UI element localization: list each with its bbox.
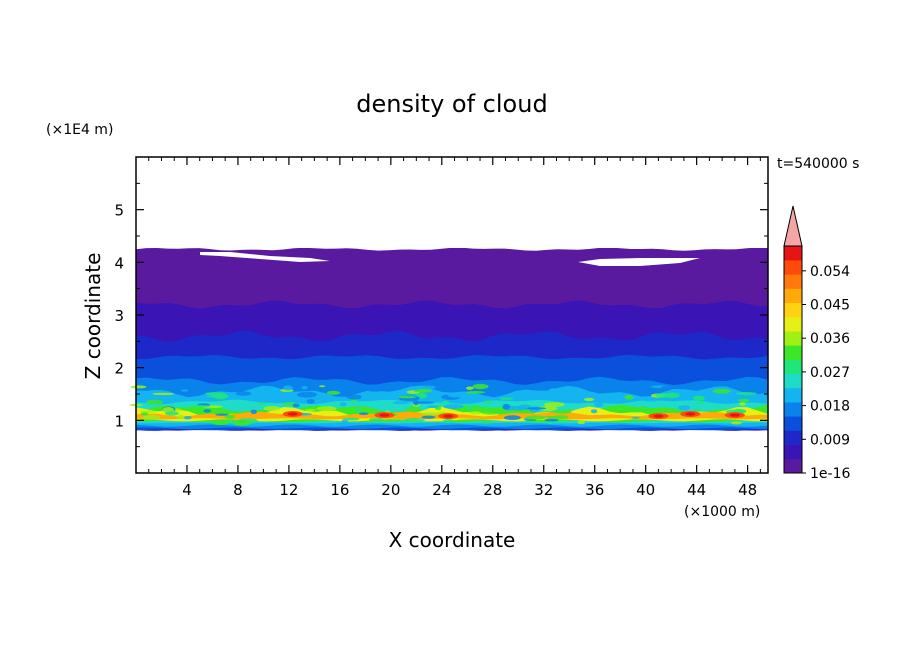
colorbar-label-1: 0.009 bbox=[810, 432, 850, 448]
x-tick-label-5: 24 bbox=[432, 481, 451, 499]
colorbar-label-4: 0.036 bbox=[810, 331, 850, 347]
y-tick-label-0: 1 bbox=[114, 412, 124, 430]
colorbar: 1e-16 0.009 0.018 0.027 0.036 0.045 0.054 bbox=[783, 205, 850, 482]
x-tick-label-7: 32 bbox=[534, 481, 553, 499]
x-tick-label-4: 20 bbox=[381, 481, 400, 499]
colorbar-label-3: 0.027 bbox=[810, 365, 850, 381]
y-tick-label-3: 4 bbox=[114, 254, 124, 272]
colorbar-swatch-4 bbox=[784, 402, 802, 417]
time-label: t=540000 s bbox=[777, 156, 859, 172]
colorbar-label-0: 1e-16 bbox=[810, 466, 850, 482]
colorbar-swatch-5 bbox=[784, 387, 802, 403]
colorbar-label-6: 0.054 bbox=[810, 264, 850, 280]
cloud-gap-3 bbox=[136, 246, 768, 248]
colorbar-swatch-12 bbox=[784, 288, 802, 304]
y-axis: 1 2 3 4 5 bbox=[114, 182, 768, 448]
colorbar-swatch-6 bbox=[784, 373, 802, 389]
y-tick-label-2: 3 bbox=[114, 307, 124, 325]
y-tick-label-1: 2 bbox=[114, 360, 124, 378]
colorbar-extend-arrow bbox=[783, 205, 803, 247]
x-tick-label-9: 40 bbox=[636, 481, 655, 499]
colorbar-swatch-11 bbox=[784, 302, 802, 318]
x-tick-label-11: 48 bbox=[738, 481, 757, 499]
x-tick-label-6: 28 bbox=[483, 481, 502, 499]
x-tick-label-8: 36 bbox=[585, 481, 604, 499]
x-tick-label-3: 16 bbox=[330, 481, 349, 499]
x-tick-label-10: 44 bbox=[687, 481, 706, 499]
x-unit-label: (×1000 m) bbox=[684, 504, 760, 520]
contour-texture bbox=[129, 383, 757, 426]
colorbar-label-2: 0.018 bbox=[810, 399, 850, 415]
x-tick-label-0: 4 bbox=[182, 481, 192, 499]
plot-area bbox=[129, 156, 769, 474]
y-axis-title: Z coordinate bbox=[81, 253, 105, 380]
x-axis: 4 8 12 16 20 24 28 32 36 40 44 48 bbox=[148, 157, 761, 499]
colorbar-swatch-3 bbox=[784, 416, 802, 431]
colorbar-swatch-7 bbox=[784, 359, 802, 374]
x-tick-label-2: 12 bbox=[279, 481, 298, 499]
cloud-gap-0 bbox=[200, 252, 330, 262]
x-tick-label-1: 8 bbox=[233, 481, 243, 499]
colorbar-swatch-0 bbox=[784, 458, 802, 474]
colorbar-swatch-10 bbox=[784, 316, 802, 332]
colorbar-swatch-13 bbox=[784, 274, 802, 289]
y-unit-label: (×1E4 m) bbox=[46, 122, 113, 138]
chart-title: density of cloud bbox=[356, 90, 547, 118]
cloud-gap-2 bbox=[578, 258, 700, 266]
colorbar-swatch-1 bbox=[784, 444, 802, 460]
colorbar-swatch-15 bbox=[784, 246, 802, 261]
y-tick-label-4: 5 bbox=[114, 202, 124, 220]
colorbar-frame bbox=[783, 245, 803, 474]
colorbar-swatch-8 bbox=[784, 345, 802, 360]
x-axis-title: X coordinate bbox=[389, 528, 516, 552]
colorbar-swatch-9 bbox=[784, 331, 802, 346]
colorbar-swatch-14 bbox=[784, 260, 802, 275]
hot-spots bbox=[282, 411, 745, 420]
colorbar-label-5: 0.045 bbox=[810, 298, 850, 314]
colorbar-swatch-2 bbox=[784, 430, 802, 445]
